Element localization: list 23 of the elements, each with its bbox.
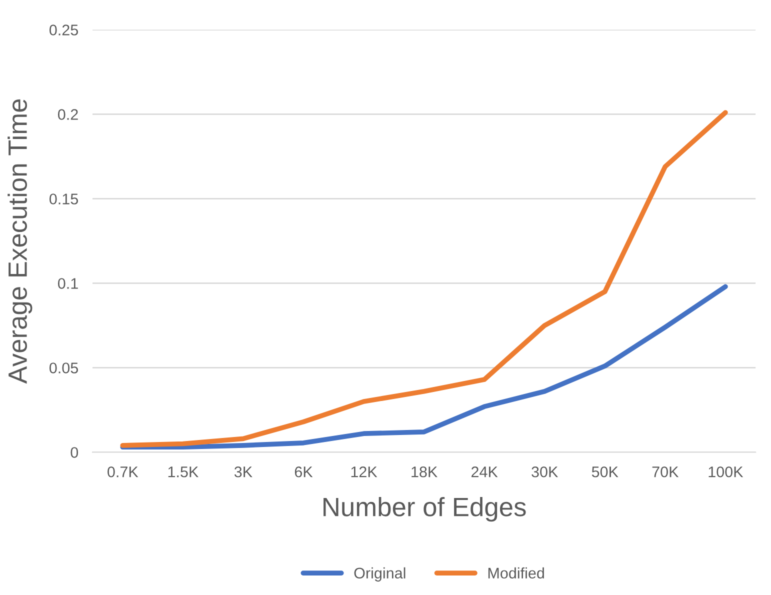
x-tick-label: 100K [708, 466, 744, 478]
legend-label: Original [354, 567, 406, 582]
x-tick-label: 3K [234, 466, 252, 478]
line-series [120, 284, 728, 450]
y-tick-label: 0.15 [49, 194, 78, 204]
line-series [120, 110, 728, 448]
y-tick-label: 0.05 [49, 362, 78, 374]
x-tick-label: 50K [592, 466, 618, 478]
y-tick-label: 0.1 [58, 278, 78, 289]
x-tick-label: 30K [532, 466, 558, 478]
y-tick-label: 0 [70, 447, 78, 458]
x-tick-label: 24K [472, 466, 498, 478]
x-tick-label: 1.5K [168, 466, 198, 478]
y-tick-label: 0.25 [49, 24, 78, 36]
x-tick-label: 6K [294, 466, 313, 478]
y-tick-label: 0.2 [58, 109, 78, 120]
x-tick-label: 18K [412, 466, 438, 478]
y-axis-title: Average Execution Time [8, 99, 32, 384]
x-tick-label: 12K [351, 466, 378, 478]
legend-label: Modified [488, 567, 544, 579]
x-axis-title: Number of Edges [324, 496, 526, 522]
x-tick-label: 0.7K [108, 466, 138, 478]
x-tick-label: 70K [652, 466, 679, 478]
